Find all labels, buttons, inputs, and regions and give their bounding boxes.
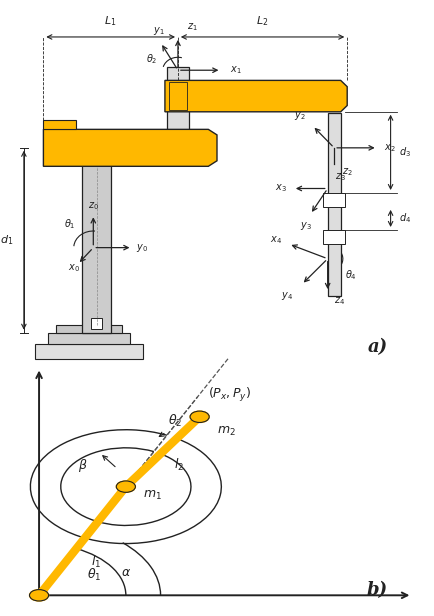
Text: $z_4$: $z_4$ <box>334 296 345 307</box>
Text: $x_2$: $x_2$ <box>384 142 396 154</box>
Text: $x_3$: $x_3$ <box>275 182 286 195</box>
Text: $\theta_2$: $\theta_2$ <box>168 413 183 429</box>
Text: $z_1$: $z_1$ <box>187 22 197 33</box>
Text: $z_3$: $z_3$ <box>335 171 346 183</box>
Text: $z_0$: $z_0$ <box>88 200 99 212</box>
FancyBboxPatch shape <box>323 230 345 244</box>
Text: $\beta$: $\beta$ <box>78 458 87 474</box>
Text: $y_3$: $y_3$ <box>300 220 312 232</box>
Text: $m_2$: $m_2$ <box>217 424 236 437</box>
Text: $(P_x, P_y)$: $(P_x, P_y)$ <box>208 386 252 404</box>
Text: $d_1$: $d_1$ <box>0 233 13 247</box>
Text: $x_0$: $x_0$ <box>68 262 80 274</box>
Text: $\theta_4$: $\theta_4$ <box>345 268 357 282</box>
Text: $y_4$: $y_4$ <box>281 290 293 302</box>
Polygon shape <box>43 129 217 166</box>
Text: $y_1$: $y_1$ <box>153 25 164 37</box>
Text: $\alpha$: $\alpha$ <box>121 567 131 580</box>
Text: $l_2$: $l_2$ <box>174 457 184 473</box>
FancyBboxPatch shape <box>91 318 102 329</box>
Text: $z_2$: $z_2$ <box>342 166 353 178</box>
Text: $d_4$: $d_4$ <box>399 211 411 225</box>
Text: $\theta_2$: $\theta_2$ <box>145 52 157 66</box>
Text: $x_4$: $x_4$ <box>270 234 282 246</box>
FancyBboxPatch shape <box>56 325 122 333</box>
FancyBboxPatch shape <box>328 113 341 296</box>
FancyBboxPatch shape <box>82 148 111 333</box>
Text: $x_1$: $x_1$ <box>230 64 242 76</box>
FancyBboxPatch shape <box>35 344 143 359</box>
Text: a): a) <box>368 338 388 357</box>
Text: $\theta_1$: $\theta_1$ <box>64 217 75 231</box>
FancyBboxPatch shape <box>323 193 345 207</box>
Circle shape <box>190 411 209 423</box>
Circle shape <box>30 590 49 601</box>
FancyBboxPatch shape <box>169 82 187 110</box>
Circle shape <box>116 481 135 492</box>
Text: $y_0$: $y_0$ <box>136 241 148 254</box>
Text: $l_1$: $l_1$ <box>91 554 102 570</box>
Text: $L_1$: $L_1$ <box>105 14 117 28</box>
Text: b): b) <box>367 581 388 599</box>
FancyBboxPatch shape <box>48 333 130 344</box>
Polygon shape <box>165 80 347 111</box>
FancyBboxPatch shape <box>167 67 189 163</box>
Text: $d_3$: $d_3$ <box>399 145 411 160</box>
Text: $L_2$: $L_2$ <box>256 14 269 28</box>
Text: $m_1$: $m_1$ <box>143 489 162 502</box>
FancyBboxPatch shape <box>43 120 76 129</box>
Text: $y_2$: $y_2$ <box>294 110 306 122</box>
Text: $\theta_1$: $\theta_1$ <box>87 567 101 583</box>
